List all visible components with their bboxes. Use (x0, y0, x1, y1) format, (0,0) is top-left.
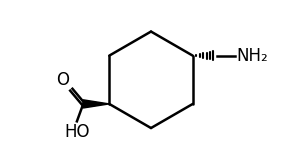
Text: HO: HO (64, 123, 90, 141)
Text: O: O (56, 71, 69, 89)
Polygon shape (83, 100, 109, 108)
Text: NH₂: NH₂ (236, 47, 268, 65)
